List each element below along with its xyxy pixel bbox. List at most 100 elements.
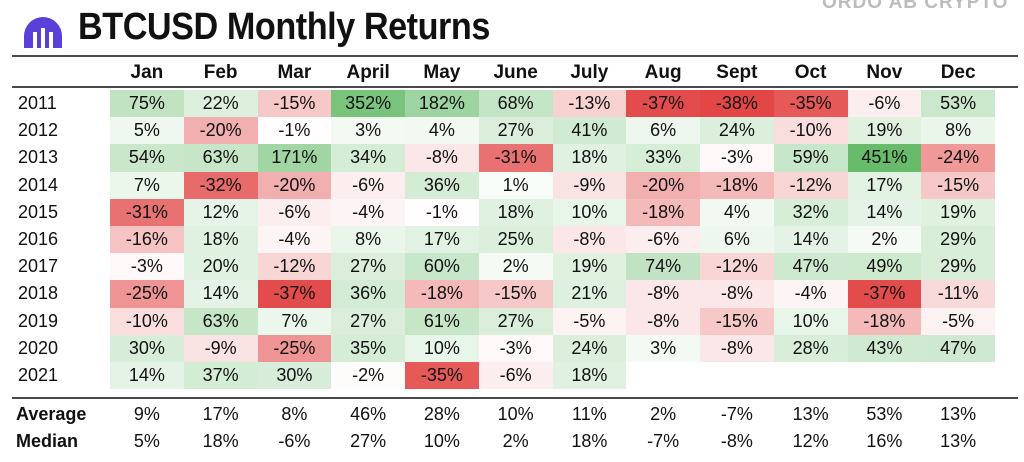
return-cell: -35%: [405, 361, 479, 390]
year-label: 2012: [18, 120, 59, 141]
summary-cell: 16%: [866, 431, 903, 451]
return-cell: -1%: [257, 117, 332, 145]
return-cell: -9%: [183, 334, 258, 362]
top-rule: [12, 55, 1018, 57]
year-row: 2013 54% 63% 171% 34% -8% -31% 18% 33% -3% 59% 451%…: [12, 144, 995, 172]
year-row: 2018 -25% 14% -37% 36% -18% -15% 21% -8% -8% -4% -3…: [12, 280, 995, 308]
return-cell: 53%: [921, 90, 995, 118]
year-row: 2014 7% -32% -20% -6% 36% 1% -9% -20% -18% -12% 17%…: [12, 171, 995, 199]
return-cell: 20%: [183, 253, 258, 281]
return-cell: -13%: [552, 90, 627, 118]
return-cell: -2%: [331, 361, 405, 390]
return-cell: -11%: [921, 280, 995, 308]
return-cell: 17%: [847, 171, 922, 199]
return-cell: 14%: [183, 280, 258, 308]
summary-row: Median 5% 18% -6% 27% 10% 2% 18% -7% -8% 12% 16% 13%: [12, 428, 995, 455]
return-cell: 3%: [331, 117, 405, 145]
return-cell: 32%: [773, 198, 848, 226]
return-cell: 30%: [110, 334, 184, 362]
return-cell: 352%: [331, 90, 405, 118]
month-header: Mar: [277, 62, 312, 83]
return-cell: 29%: [921, 225, 995, 254]
return-cell: 18%: [478, 198, 553, 226]
return-cell: 2%: [478, 253, 553, 281]
year-label: 2014: [18, 174, 59, 195]
month-header: Jan: [130, 62, 164, 83]
return-cell: [700, 362, 774, 389]
return-cell: -4%: [331, 198, 405, 226]
return-cell: -12%: [257, 253, 332, 281]
month-header: June: [493, 62, 538, 83]
return-cell: -15%: [921, 171, 995, 199]
summary-cell: -7%: [647, 431, 680, 451]
return-cell: 12%: [183, 198, 258, 226]
return-cell: 47%: [921, 334, 995, 362]
return-cell: -6%: [847, 90, 922, 118]
summary-cell: 12%: [792, 431, 829, 451]
return-cell: 29%: [921, 253, 995, 281]
summary-cell: 2%: [650, 404, 677, 424]
return-cell: 7%: [110, 171, 184, 199]
return-cell: 2%: [847, 225, 922, 254]
year-label: 2016: [18, 228, 59, 249]
watermark-text: ORDO AB CRYPTO: [822, 0, 1009, 13]
return-cell: 27%: [478, 117, 553, 145]
return-cell: 27%: [478, 307, 553, 335]
summary-cell: 13%: [792, 404, 829, 424]
return-cell: 4%: [700, 198, 774, 226]
return-cell: 24%: [552, 334, 627, 362]
return-cell: 60%: [405, 253, 479, 281]
return-cell: 27%: [331, 307, 405, 335]
return-cell: [626, 362, 700, 389]
return-cell: 36%: [405, 171, 479, 199]
return-cell: 10%: [552, 198, 627, 226]
return-cell: -3%: [700, 144, 774, 172]
year-row: 2011 75% 22% -15% 352% 182% 68% -13% -37% -38% -35…: [12, 90, 995, 118]
return-cell: 8%: [331, 225, 405, 254]
header-rule: [12, 86, 1018, 88]
return-cell: [921, 362, 995, 389]
return-cell: -8%: [405, 144, 479, 172]
return-cell: -18%: [405, 280, 479, 308]
page-title: BTCUSD Monthly Returns: [78, 6, 490, 48]
summary-label: Median: [16, 431, 79, 451]
return-cell: -32%: [183, 171, 258, 199]
return-cell: 35%: [331, 334, 405, 362]
return-cell: 61%: [405, 307, 479, 335]
month-header-row: Jan Feb Mar April May June July Aug Sept Oct Nov De…: [110, 62, 995, 84]
return-cell: -6%: [331, 171, 405, 199]
return-cell: 30%: [257, 361, 332, 390]
return-cell: -15%: [257, 90, 332, 118]
return-cell: -8%: [626, 307, 700, 335]
return-cell: 3%: [626, 334, 700, 362]
return-cell: -38%: [700, 90, 774, 118]
return-cell: -6%: [478, 361, 553, 390]
summary-cell: 18%: [202, 431, 239, 451]
return-cell: 10%: [773, 307, 848, 335]
return-cell: 6%: [700, 225, 774, 254]
return-cell: [848, 362, 922, 389]
summary-cell: 13%: [940, 404, 977, 424]
return-cell: 19%: [552, 253, 627, 281]
return-cell: 47%: [773, 253, 848, 281]
summary-row: Average 9% 17% 8% 46% 28% 10% 11% 2% -7% 13% 53% 13%: [12, 401, 995, 428]
year-label: 2020: [18, 337, 59, 358]
return-cell: 171%: [257, 144, 332, 172]
summary-cell: -6%: [278, 431, 311, 451]
year-row: 2012 5% -20% -1% 3% 4% 27% 41% 6% 24% -10% 19% 8%: [12, 117, 995, 145]
return-cell: 1%: [478, 171, 553, 199]
return-cell: -10%: [110, 307, 184, 335]
return-cell: 34%: [331, 144, 405, 172]
month-header: July: [570, 62, 609, 83]
return-cell: 59%: [773, 144, 848, 172]
return-cell: 54%: [110, 144, 184, 172]
return-cell: -3%: [110, 253, 184, 281]
return-cell: -12%: [773, 171, 848, 199]
return-cell: -25%: [110, 280, 184, 308]
return-cell: -15%: [478, 280, 553, 308]
return-cell: 19%: [921, 198, 995, 226]
summary-cell: 11%: [572, 404, 607, 424]
return-cell: -20%: [183, 117, 258, 145]
return-cell: -8%: [700, 280, 774, 308]
return-cell: -20%: [626, 171, 700, 199]
